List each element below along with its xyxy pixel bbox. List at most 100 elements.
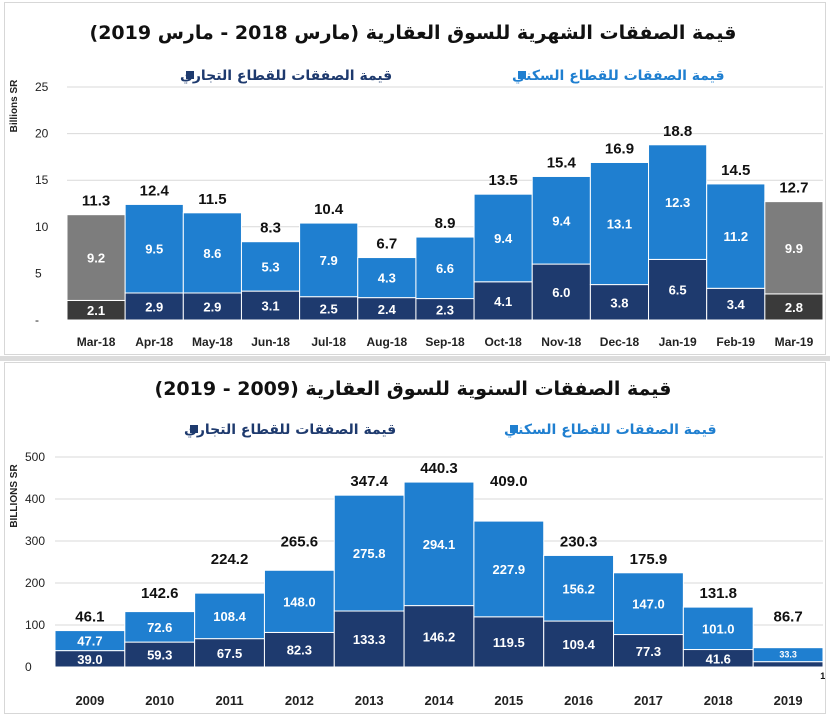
label-residential: 275.8 — [353, 546, 386, 561]
label-residential: 147.0 — [632, 597, 665, 612]
legend-commercial-label: قيمة الصفقات للقطاع التجاري — [184, 422, 396, 439]
y-tick-label: 500 — [25, 450, 45, 464]
bar-residential-Jun-18 — [240, 241, 301, 292]
y-axis-label: Billions SR — [9, 79, 20, 133]
label-total: 131.8 — [699, 585, 737, 602]
x-tick-label: Oct-18 — [484, 335, 522, 349]
label-total: 409.0 — [490, 473, 528, 490]
bar-residential-Jan-19 — [648, 144, 708, 260]
label-commercial: 3.8 — [610, 295, 628, 310]
label-total: 46.1 — [75, 609, 104, 626]
label-commercial: 3.4 — [727, 297, 746, 312]
x-tick-label: Feb-19 — [716, 335, 755, 349]
label-commercial: 6.5 — [669, 283, 687, 298]
x-tick-label: 2018 — [704, 693, 733, 708]
label-residential: 9.5 — [145, 242, 163, 257]
y-tick-label: 0 — [25, 660, 32, 674]
bar-residential-Sep-18 — [415, 236, 475, 300]
bar-residential-2018 — [682, 606, 754, 651]
label-total: 11.5 — [198, 191, 226, 208]
label-residential: 33.3 — [779, 650, 797, 660]
bar-commercial-2010 — [124, 641, 196, 668]
y-tick-label: 20 — [35, 127, 49, 141]
x-tick-label: 2013 — [355, 693, 384, 708]
label-commercial: 41.6 — [706, 651, 731, 666]
label-total: 8.9 — [435, 215, 456, 232]
label-residential: 9.4 — [494, 231, 513, 246]
label-commercial: 146.2 — [423, 629, 456, 644]
label-commercial: 67.5 — [217, 646, 242, 661]
label-residential: 148.0 — [283, 594, 316, 609]
x-tick-label: 2015 — [494, 693, 523, 708]
label-commercial: 2.3 — [436, 302, 454, 317]
x-tick-label: Sep-18 — [425, 335, 465, 349]
x-tick-label: Dec-18 — [600, 335, 640, 349]
label-commercial: 3.1 — [261, 299, 279, 314]
y-tick-label: 25 — [35, 80, 49, 94]
label-residential: 6.6 — [436, 261, 454, 276]
x-tick-label: Jun-18 — [251, 335, 290, 349]
label-commercial: 2.8 — [785, 300, 803, 315]
bar-residential-Mar-19 — [764, 201, 824, 295]
label-total: 440.3 — [420, 460, 458, 477]
y-tick-label: - — [35, 313, 39, 327]
label-commercial: 82.3 — [287, 643, 312, 658]
legend-commercial-label: قيمة الصفقات للقطاع التجاري — [180, 68, 392, 85]
x-tick-label: 2009 — [75, 693, 104, 708]
monthly-chart-svg: قيمة الصفقات الشهرية للسوق العقارية (مار… — [9, 22, 824, 349]
bar-residential-2013 — [333, 494, 405, 612]
label-commercial: 2.5 — [320, 301, 338, 316]
label-residential: 108.4 — [213, 609, 246, 624]
y-tick-label: 15 — [35, 173, 49, 187]
label-total: 16.9 — [605, 140, 634, 157]
chart-title: قيمة الصفقات السنوية للسوق العقارية (200… — [155, 378, 672, 400]
label-total: 10.4 — [314, 201, 344, 218]
x-tick-label: 2016 — [564, 693, 593, 708]
x-tick-label: 2012 — [285, 693, 314, 708]
y-tick-label: 10 — [35, 220, 49, 234]
label-total: 142.6 — [141, 585, 179, 602]
label-residential: 9.4 — [552, 213, 571, 228]
label-total: 347.4 — [350, 473, 388, 490]
label-total: 12.7 — [779, 180, 808, 197]
bar-residential-Nov-18 — [531, 175, 591, 265]
label-residential: 7.9 — [320, 253, 338, 268]
label-commercial: 109.4 — [562, 637, 595, 652]
label-total: 14.5 — [721, 162, 750, 179]
label-total: 13.5 — [489, 172, 518, 189]
bar-residential-2019 — [752, 647, 824, 663]
panel-divider — [0, 356, 830, 361]
bar-residential-Aug-18 — [357, 257, 417, 299]
label-commercial: 12.7 — [820, 671, 825, 681]
annual-chart-panel: قيمة الصفقات السنوية للسوق العقارية (200… — [4, 362, 826, 714]
x-tick-label: Nov-18 — [541, 335, 581, 349]
bar-commercial-Dec-18 — [589, 284, 650, 321]
label-commercial: 2.1 — [87, 303, 105, 318]
bar-residential-2017 — [613, 572, 684, 636]
label-residential: 72.6 — [147, 620, 172, 635]
label-residential: 5.3 — [261, 259, 279, 274]
y-tick-label: 5 — [35, 266, 42, 280]
bar-residential-2010 — [124, 611, 196, 643]
y-tick-label: 300 — [25, 534, 45, 548]
label-commercial: 119.5 — [493, 635, 525, 650]
bar-residential-Jul-18 — [299, 222, 359, 298]
label-total: 18.8 — [663, 123, 692, 140]
x-tick-label: Jan-19 — [659, 335, 697, 349]
x-tick-label: 2019 — [774, 693, 803, 708]
x-tick-label: 2010 — [145, 693, 174, 708]
x-tick-label: Apr-18 — [135, 335, 173, 349]
label-commercial: 77.3 — [636, 644, 661, 659]
chart-title: قيمة الصفقات الشهرية للسوق العقارية (مار… — [90, 22, 737, 44]
label-residential: 156.2 — [562, 581, 595, 596]
label-total: 86.7 — [773, 609, 802, 626]
x-tick-label: Mar-18 — [77, 335, 116, 349]
label-residential: 4.3 — [378, 271, 396, 286]
legend-residential-label: قيمة الصفقات للقطاع السكني — [512, 68, 725, 84]
x-tick-label: Aug-18 — [367, 335, 408, 349]
x-tick-label: Mar-19 — [775, 335, 814, 349]
legend-commercial-swatch — [186, 71, 194, 79]
legend-residential-label: قيمة الصفقات للقطاع السكني — [504, 422, 717, 438]
y-axis-label: BILLIONS SR — [9, 464, 20, 528]
bar-residential-2011 — [194, 592, 265, 640]
